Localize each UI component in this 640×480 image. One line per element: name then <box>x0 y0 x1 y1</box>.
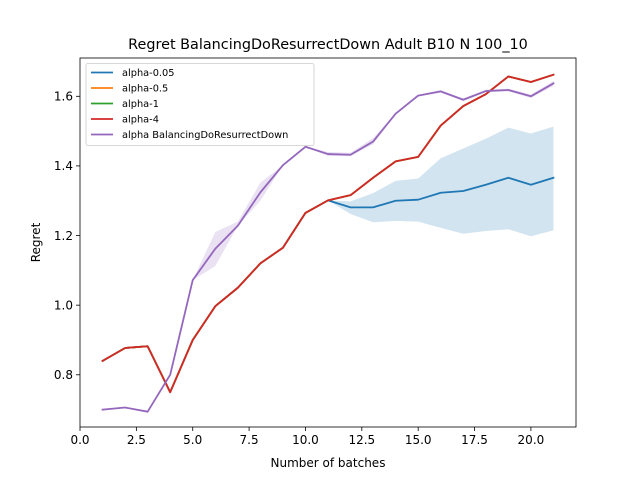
plot-frame <box>79 57 577 428</box>
x-tick-label: 12.5 <box>348 433 375 447</box>
x-tick-label: 15.0 <box>405 433 432 447</box>
x-tick-label: 0.0 <box>70 433 89 447</box>
legend-label-3: alpha-4 <box>122 114 159 125</box>
x-axis-label: Number of batches <box>271 456 386 470</box>
legend: alpha-0.05 alpha-0.5 alpha-1 alpha-4 alpha B… <box>85 63 315 146</box>
line-series-4 <box>101 82 555 413</box>
y-tick-label: 1.2 <box>54 229 73 243</box>
legend-label-0: alpha-0.05 <box>122 68 175 79</box>
legend-label-1: alpha-0.5 <box>122 83 168 94</box>
y-axis-ticks: 0.8 1.0 1.2 1.4 1.6 <box>54 90 80 382</box>
y-tick-label: 0.8 <box>54 368 73 382</box>
chart-title: Regret BalancingDoResurrectDown Adult B1… <box>128 37 528 53</box>
legend-label-4: alpha BalancingDoResurrectDown <box>122 130 288 141</box>
y-axis-label: Regret <box>29 222 43 262</box>
legend-frame <box>85 63 315 146</box>
x-axis-ticks: 0.0 2.5 5.0 7.5 10.0 12.5 15.0 17.5 20.0 <box>70 427 544 447</box>
x-tick-label: 10.0 <box>292 433 319 447</box>
line-series-3 <box>101 73 555 394</box>
series-lines <box>101 73 555 413</box>
y-tick-label: 1.4 <box>54 159 73 173</box>
x-tick-label: 2.5 <box>127 433 146 447</box>
x-tick-label: 17.5 <box>461 433 488 447</box>
x-tick-label: 7.5 <box>240 433 259 447</box>
y-tick-label: 1.0 <box>54 298 73 312</box>
x-tick-label: 20.0 <box>518 433 545 447</box>
y-tick-label: 1.6 <box>54 90 73 104</box>
legend-label-2: alpha-1 <box>122 99 159 110</box>
x-tick-label: 5.0 <box>183 433 202 447</box>
